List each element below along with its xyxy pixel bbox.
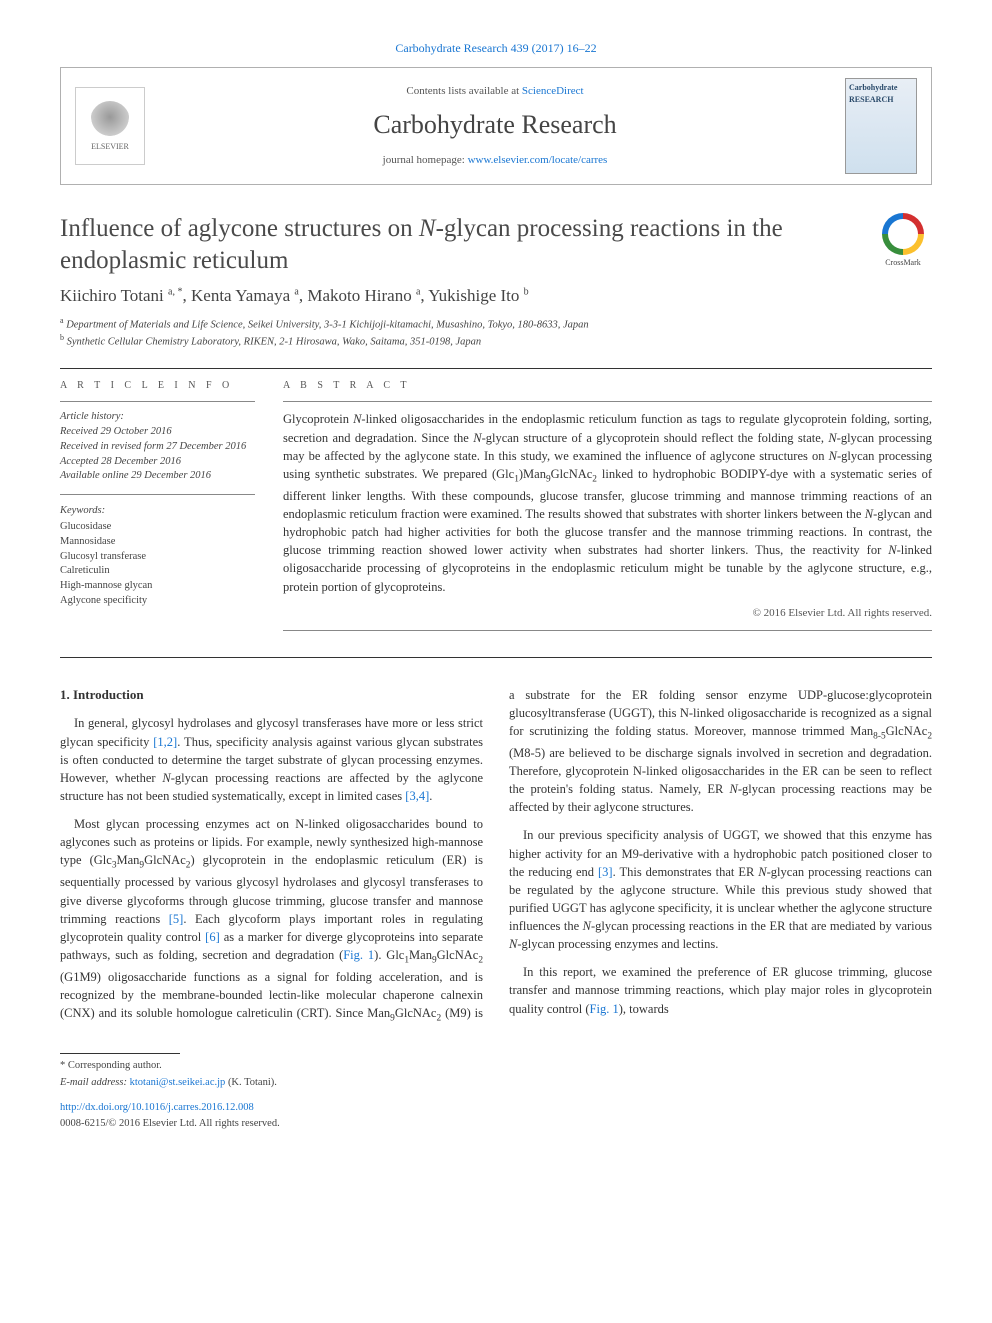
journal-header: ELSEVIER Contents lists available at Sci… bbox=[60, 67, 932, 185]
history-received: Received 29 October 2016 bbox=[60, 425, 255, 440]
affiliation-a: a Department of Materials and Life Scien… bbox=[60, 315, 932, 333]
doi-block: http://dx.doi.org/10.1016/j.carres.2016.… bbox=[60, 1100, 932, 1130]
ref-link[interactable]: [6] bbox=[205, 930, 220, 944]
rule-top bbox=[60, 368, 932, 369]
footer-block: * Corresponding author. E-mail address: … bbox=[60, 1053, 932, 1131]
citation-line: Carbohydrate Research 439 (2017) 16–22 bbox=[60, 40, 932, 57]
history-online: Available online 29 December 2016 bbox=[60, 469, 255, 484]
keyword: High-mannose glycan bbox=[60, 579, 255, 594]
header-center: Contents lists available at ScienceDirec… bbox=[159, 84, 831, 170]
citation-link[interactable]: Carbohydrate Research 439 (2017) 16–22 bbox=[395, 41, 596, 55]
author-list: Kiichiro Totani a, *, Kenta Yamaya a, Ma… bbox=[60, 284, 932, 309]
fig-link[interactable]: Fig. 1 bbox=[343, 948, 374, 962]
keyword: Calreticulin bbox=[60, 564, 255, 579]
ref-link[interactable]: [1,2] bbox=[153, 735, 177, 749]
affiliation-b: b Synthetic Cellular Chemistry Laborator… bbox=[60, 332, 932, 350]
crossmark-badge[interactable]: CrossMark bbox=[874, 213, 932, 269]
cover-title: Carbohydrate RESEARCH bbox=[849, 82, 913, 105]
rule-abs-top bbox=[283, 401, 932, 402]
keywords-list: Glucosidase Mannosidase Glucosyl transfe… bbox=[60, 520, 255, 608]
ref-link[interactable]: [3,4] bbox=[405, 789, 429, 803]
keyword: Glucosidase bbox=[60, 520, 255, 535]
email-line: E-mail address: ktotani@st.seikei.ac.jp … bbox=[60, 1075, 932, 1090]
keyword: Glucosyl transferase bbox=[60, 550, 255, 565]
crossmark-label: CrossMark bbox=[885, 258, 921, 267]
homepage-link[interactable]: www.elsevier.com/locate/carres bbox=[468, 154, 608, 166]
affiliations: a Department of Materials and Life Scien… bbox=[60, 315, 932, 350]
body-columns: 1. Introduction In general, glycosyl hyd… bbox=[60, 686, 932, 1027]
homepage-line: journal homepage: www.elsevier.com/locat… bbox=[159, 153, 831, 169]
doi-link[interactable]: http://dx.doi.org/10.1016/j.carres.2016.… bbox=[60, 1102, 254, 1113]
keywords-label: Keywords: bbox=[60, 503, 255, 518]
footnote-rule bbox=[60, 1053, 180, 1054]
keyword: Aglycone specificity bbox=[60, 594, 255, 609]
paragraph: In general, glycosyl hydrolases and glyc… bbox=[60, 714, 483, 805]
publisher-label: ELSEVIER bbox=[91, 141, 129, 153]
history-revised: Received in revised form 27 December 201… bbox=[60, 440, 255, 455]
rule-mid bbox=[60, 657, 932, 658]
article-info-col: A R T I C L E I N F O Article history: R… bbox=[60, 379, 255, 639]
abstract-col: A B S T R A C T Glycoprotein N-linked ol… bbox=[283, 379, 932, 639]
rule-abs-bot bbox=[283, 630, 932, 631]
sciencedirect-link[interactable]: ScienceDirect bbox=[522, 85, 584, 97]
journal-cover-thumb: Carbohydrate RESEARCH bbox=[845, 78, 917, 174]
corresponding-author: * Corresponding author. bbox=[60, 1058, 932, 1073]
paragraph: In this report, we examined the preferen… bbox=[509, 963, 932, 1017]
paragraph: In our previous specificity analysis of … bbox=[509, 826, 932, 953]
abstract-text: Glycoprotein N-linked oligosaccharides i… bbox=[283, 410, 932, 595]
keyword: Mannosidase bbox=[60, 535, 255, 550]
journal-name: Carbohydrate Research bbox=[159, 106, 831, 144]
title-block: CrossMark Influence of aglycone structur… bbox=[60, 213, 932, 276]
fig-link[interactable]: Fig. 1 bbox=[590, 1002, 619, 1016]
email-link[interactable]: ktotani@st.seikei.ac.jp bbox=[130, 1077, 226, 1088]
contents-line: Contents lists available at ScienceDirec… bbox=[159, 84, 831, 100]
article-info-head: A R T I C L E I N F O bbox=[60, 379, 255, 394]
rule-info bbox=[60, 401, 255, 402]
history-accepted: Accepted 28 December 2016 bbox=[60, 455, 255, 470]
rule-kw bbox=[60, 494, 255, 495]
article-history: Article history: Received 29 October 201… bbox=[60, 410, 255, 483]
meta-row: A R T I C L E I N F O Article history: R… bbox=[60, 379, 932, 639]
contents-prefix: Contents lists available at bbox=[406, 85, 521, 97]
abstract-copyright: © 2016 Elsevier Ltd. All rights reserved… bbox=[283, 606, 932, 622]
crossmark-icon bbox=[882, 213, 924, 255]
email-label: E-mail address: bbox=[60, 1077, 127, 1088]
section-heading: 1. Introduction bbox=[60, 686, 483, 705]
issn-line: 0008-6215/© 2016 Elsevier Ltd. All right… bbox=[60, 1116, 932, 1131]
email-suffix: (K. Totani). bbox=[228, 1077, 277, 1088]
ref-link[interactable]: [3] bbox=[598, 865, 613, 879]
ref-link[interactable]: [5] bbox=[169, 912, 184, 926]
article-title: Influence of aglycone structures on N-gl… bbox=[60, 213, 932, 276]
history-label: Article history: bbox=[60, 410, 255, 425]
elsevier-logo: ELSEVIER bbox=[75, 87, 145, 165]
abstract-head: A B S T R A C T bbox=[283, 379, 932, 394]
elsevier-tree-icon bbox=[90, 101, 130, 141]
homepage-prefix: journal homepage: bbox=[383, 154, 468, 166]
